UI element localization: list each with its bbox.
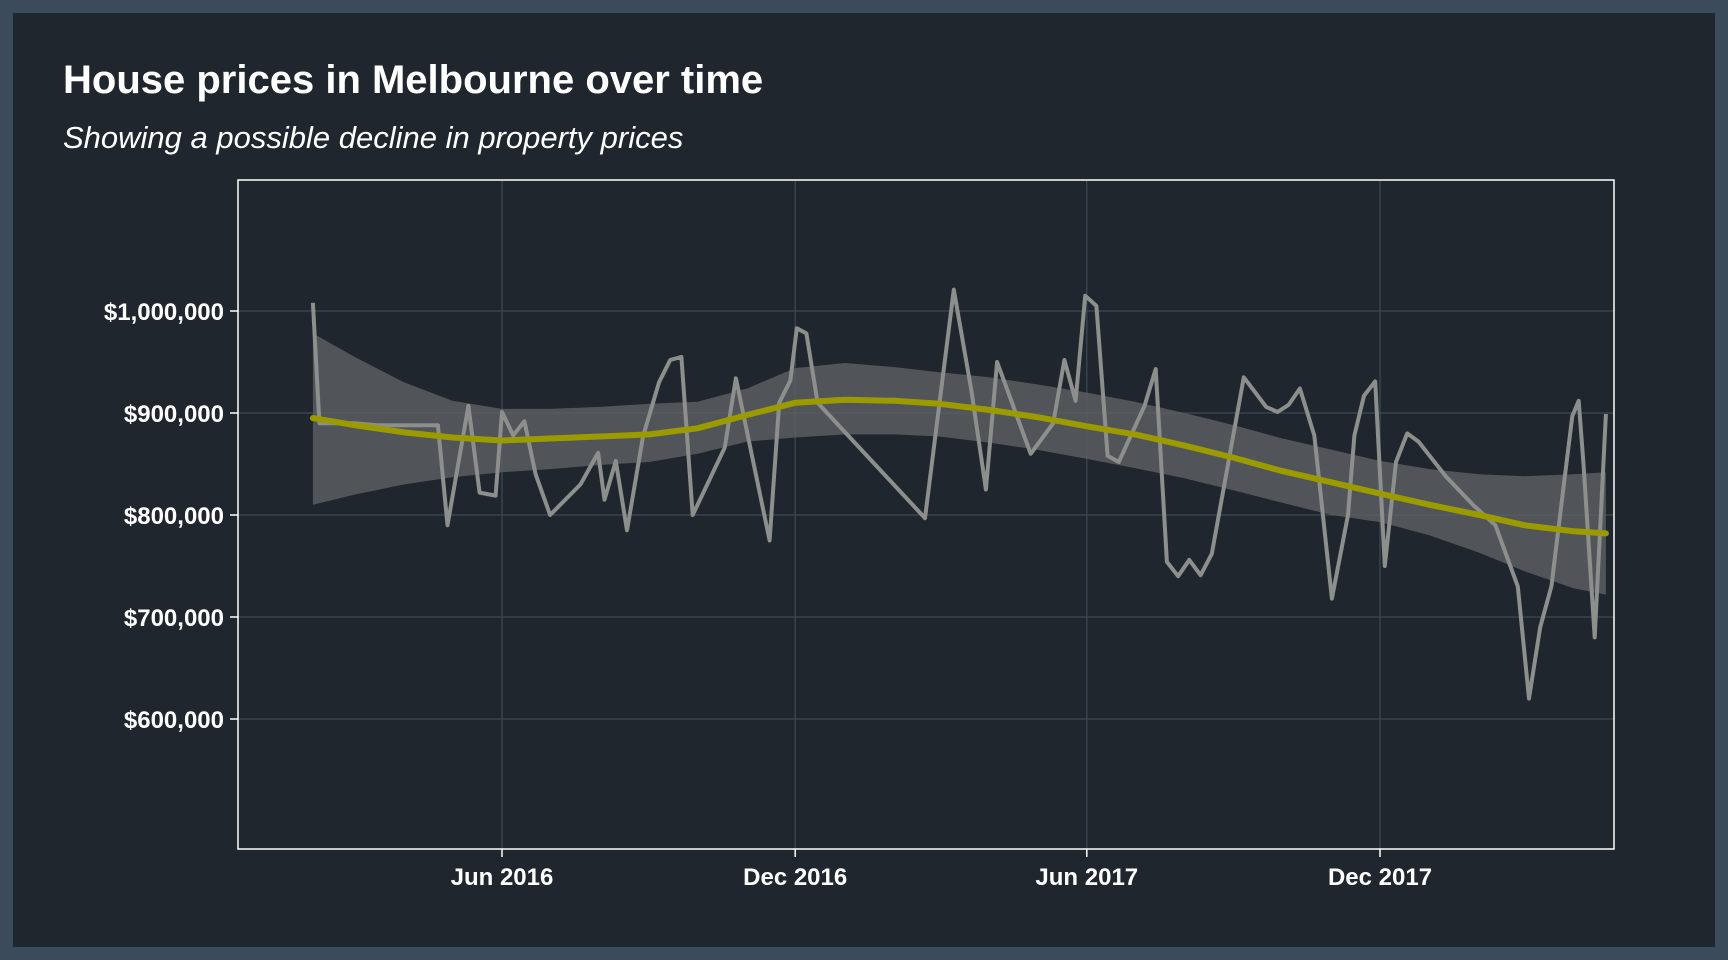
y-tick-label: $700,000 xyxy=(124,605,224,632)
x-tick-label: Dec 2017 xyxy=(1328,864,1432,891)
confidence-band xyxy=(312,333,1606,595)
x-tick-label: Dec 2016 xyxy=(743,864,847,891)
y-tick-label: $600,000 xyxy=(124,707,224,734)
x-tick-label: Jun 2016 xyxy=(451,864,554,891)
y-tick-label: $900,000 xyxy=(124,401,224,428)
trend-series-layer xyxy=(309,396,1609,537)
y-tick-label: $1,000,000 xyxy=(104,299,224,326)
chart-title: House prices in Melbourne over time xyxy=(63,58,764,102)
axes: $1,000,000 $900,000 $800,000 $700,000 $600,0… xyxy=(104,299,1432,891)
x-tick-label: Jun 2017 xyxy=(1035,864,1138,891)
chart-subtitle: Showing a possible decline in property p… xyxy=(63,120,684,155)
y-tick-label: $800,000 xyxy=(124,503,224,530)
raw-price-line xyxy=(310,287,1608,701)
confidence-band-layer xyxy=(312,333,1606,595)
trend-line xyxy=(309,396,1609,537)
raw-series-layer xyxy=(310,287,1608,701)
